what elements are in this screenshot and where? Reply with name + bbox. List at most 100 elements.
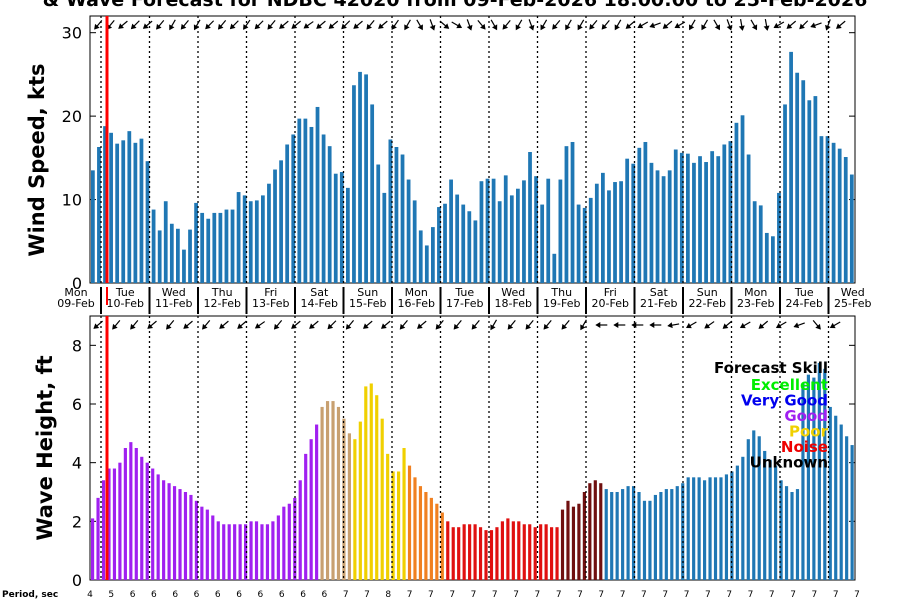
day-of-week-label: Tue: [454, 286, 474, 299]
wind-arrow-icon: [810, 22, 822, 29]
wave-bar: [205, 509, 209, 580]
wave-bar: [850, 445, 854, 580]
wave-bar: [342, 418, 346, 580]
wave-bar: [151, 468, 155, 580]
wind-arrow-icon: [193, 19, 201, 31]
wind-bar: [212, 212, 217, 283]
wave-bar: [358, 421, 362, 580]
day-date-label: 25-Feb: [834, 297, 871, 310]
wind-bar: [661, 176, 666, 283]
wind-bar: [807, 100, 812, 284]
day-date-label: 14-Feb: [301, 297, 338, 310]
wave-bar: [200, 506, 204, 580]
wave-bar: [790, 492, 794, 580]
wave-y-tick-label: 0: [72, 571, 82, 590]
wave-arrow-icon: [793, 322, 805, 329]
wave-bar: [140, 456, 144, 580]
wind-bar: [218, 212, 223, 283]
period-value: 6: [130, 590, 136, 600]
day-of-week-label: Thu: [550, 286, 572, 299]
day-of-week-label: Wed: [501, 286, 525, 299]
wave-bar: [320, 406, 324, 580]
wind-bar: [637, 147, 642, 283]
wave-bar: [828, 406, 832, 580]
day-of-week-label: Sun: [357, 286, 378, 299]
wave-bar: [402, 448, 406, 580]
wind-arrow-icon: [786, 20, 797, 29]
wind-bar: [267, 183, 271, 283]
wind-arrow-icon: [156, 20, 165, 30]
wave-bar: [730, 471, 734, 580]
wind-bar: [236, 192, 241, 283]
day-label-strip: Mon09-FebTue10-FebWed11-FebThu12-FebFri1…: [57, 284, 871, 314]
wind-bar: [127, 131, 132, 283]
wave-bar: [369, 383, 373, 580]
wind-y-tick-label: 0: [72, 274, 82, 293]
wind-bar: [576, 204, 581, 283]
wave-arrow-icon: [775, 321, 787, 329]
wave-bar: [407, 465, 412, 580]
wave-bar: [145, 462, 149, 580]
wave-bar: [746, 439, 750, 580]
wave-y-axis-label: Wave Height, ft: [33, 355, 57, 540]
period-value: 7: [535, 590, 541, 600]
wave-bar: [599, 483, 603, 580]
period-value: 7: [364, 590, 370, 600]
wind-bar: [376, 164, 381, 283]
wind-bar: [534, 176, 538, 283]
wind-bar: [182, 249, 186, 284]
wind-bar: [169, 223, 174, 283]
wave-bar: [588, 483, 592, 580]
wave-arrow-icon: [580, 319, 587, 331]
wind-arrow-icon: [763, 18, 770, 31]
day-date-label: 20-Feb: [592, 297, 629, 310]
period-value: 6: [300, 590, 306, 600]
period-value: 7: [812, 590, 818, 600]
wave-direction-arrows: [93, 319, 841, 331]
wind-bar: [333, 173, 338, 283]
wind-bar: [746, 154, 751, 283]
period-value: 7: [513, 590, 519, 600]
wave-bar: [517, 521, 521, 580]
wind-bar: [303, 118, 308, 283]
day-of-week-label: Fri: [264, 286, 277, 299]
wind-arrow-icon: [477, 20, 486, 30]
wind-bar: [261, 195, 265, 283]
wind-bar: [297, 118, 302, 283]
wind-bar: [789, 51, 793, 283]
day-of-week-label: Mon: [64, 286, 87, 299]
wave-bar: [834, 415, 838, 580]
wave-bar: [156, 474, 160, 580]
wind-bar: [594, 183, 599, 283]
wave-arrow-icon: [507, 320, 516, 330]
wave-y-tick-label: 6: [72, 395, 82, 414]
wind-arrow-icon: [750, 19, 758, 31]
period-value: 7: [662, 590, 668, 600]
period-value: 7: [833, 590, 839, 600]
period-value: 7: [428, 590, 434, 600]
wind-arrow-icon: [205, 20, 215, 30]
wind-bar: [795, 72, 800, 284]
wind-bar: [631, 163, 636, 283]
wind-arrow-icon: [130, 20, 140, 30]
wind-bar: [849, 174, 854, 283]
wind-arrow-icon: [773, 21, 785, 29]
wind-bar: [248, 201, 253, 283]
day-of-week-label: Fri: [604, 286, 617, 299]
wind-bar: [485, 178, 490, 283]
wave-bar: [473, 524, 477, 580]
wave-bar: [216, 521, 220, 580]
wave-bar: [96, 497, 100, 580]
wave-bar: [91, 518, 95, 580]
wave-arrow-icon: [93, 320, 103, 329]
wave-arrow-icon: [147, 320, 157, 329]
wave-bar: [544, 524, 548, 580]
wave-bar: [238, 524, 242, 580]
wave-arrow-icon: [166, 320, 175, 330]
wave-bar: [336, 406, 341, 580]
wind-arrow-icon: [118, 20, 128, 29]
wind-arrow-icon: [649, 22, 661, 29]
wave-bar: [112, 468, 117, 580]
wave-arrow-icon: [202, 320, 211, 330]
wave-bar: [752, 430, 756, 580]
